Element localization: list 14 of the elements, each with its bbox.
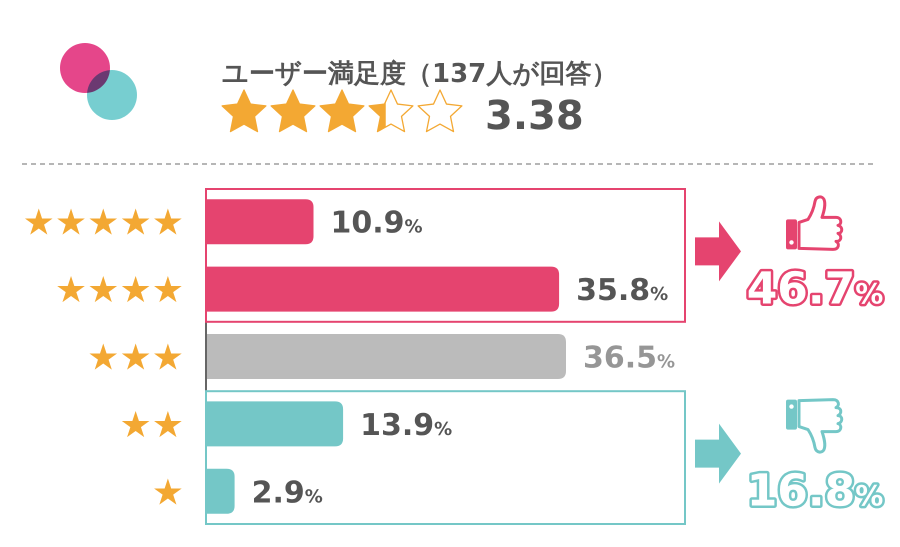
category-label: ★★★★★ (22, 202, 184, 244)
value-label: 2.9% (252, 475, 323, 510)
annotation: 16.8% (746, 466, 884, 517)
category-label: ★★★★ (54, 270, 184, 312)
category-label: ★ (152, 472, 184, 514)
annotation: 46.7% (746, 263, 884, 314)
value-label: 10.9% (330, 206, 423, 241)
title: ユーザー満足度（137人が回答） (222, 59, 618, 89)
value-label: 13.9% (360, 408, 452, 443)
annotation: 3.38 (485, 93, 584, 139)
category-label: ★★★ (87, 338, 184, 378)
category-label: ★★ (119, 404, 184, 446)
value-label: 36.5% (583, 340, 676, 376)
value-label: 35.8% (576, 273, 668, 308)
